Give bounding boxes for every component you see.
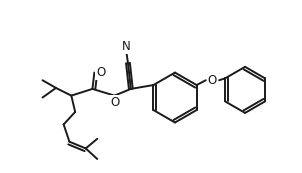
- Text: O: O: [96, 66, 106, 79]
- Text: O: O: [208, 74, 217, 87]
- Text: O: O: [110, 96, 119, 109]
- Text: N: N: [122, 40, 130, 53]
